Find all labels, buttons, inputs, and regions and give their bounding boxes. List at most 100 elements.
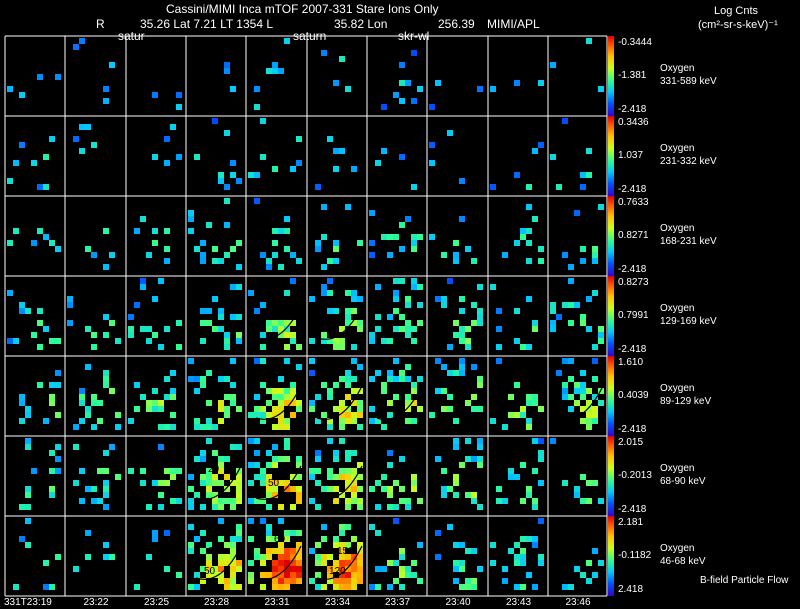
heatmap-pixel xyxy=(586,326,592,332)
heatmap-pixel xyxy=(327,388,333,394)
heatmap-pixel xyxy=(586,172,592,178)
heatmap-pixel xyxy=(399,486,405,492)
heatmap-pixel xyxy=(260,518,266,524)
heatmap-pixel xyxy=(206,572,212,578)
heatmap-pixel xyxy=(465,456,471,462)
heatmap-pixel xyxy=(459,584,465,590)
heatmap-pixel xyxy=(43,154,49,160)
heatmap-pixel xyxy=(333,382,339,388)
position-readout: 35.26 Lat 7.21 LT 1354 L xyxy=(140,17,274,31)
heatmap-pixel xyxy=(514,474,520,480)
heatmap-pixel xyxy=(200,456,206,462)
heatmap-pixel xyxy=(115,474,121,480)
heatmap-pixel xyxy=(212,474,218,480)
heatmap-pixel xyxy=(315,542,321,548)
heatmap-pixel xyxy=(212,480,218,486)
heatmap-pixel xyxy=(532,584,538,590)
heatmap-pixel xyxy=(580,474,586,480)
heatmap-pixel xyxy=(435,388,441,394)
heatmap-pixel xyxy=(477,566,483,572)
species-label: Oxygen 331-589 keV xyxy=(660,62,717,88)
heatmap-pixel xyxy=(520,344,526,350)
heatmap-pixel xyxy=(200,504,206,510)
heatmap-pixel xyxy=(387,504,393,510)
heatmap-pixel xyxy=(290,474,296,480)
heatmap-pixel xyxy=(73,136,79,142)
species-name: Oxygen xyxy=(660,383,695,394)
heatmap-pixel xyxy=(598,400,604,406)
heatmap-pixel xyxy=(496,358,502,364)
heatmap-pixel xyxy=(140,216,146,222)
heatmap-pixel xyxy=(236,284,242,290)
heatmap-pixel xyxy=(13,160,19,166)
heatmap-pixel xyxy=(248,438,254,444)
heatmap-pixel xyxy=(381,388,387,394)
heatmap-pixel xyxy=(7,86,13,92)
heatmap-pixel xyxy=(399,498,405,504)
heatmap-pixel xyxy=(550,326,556,332)
units-line2: (cm²-sr-s-keV)⁻¹ xyxy=(698,19,778,31)
colorbar-1 xyxy=(608,36,614,116)
heatmap-pixel xyxy=(278,480,284,486)
heatmap-pixel xyxy=(399,584,405,590)
heatmap-pixel xyxy=(375,480,381,486)
chart-title: Cassini/MIMI Inca mTOF 2007-331 Stare Io… xyxy=(166,2,439,16)
heatmap-pixel xyxy=(502,252,508,258)
heatmap-pixel xyxy=(164,376,170,382)
colorbar-min: -2.418 xyxy=(618,424,647,435)
heatmap-pixel xyxy=(140,468,146,474)
heatmap-pixel xyxy=(272,62,278,68)
heatmap-pixel xyxy=(224,394,230,400)
heatmap-pixel xyxy=(91,252,97,258)
heatmap-pixel xyxy=(296,400,302,406)
heatmap-pixel xyxy=(272,560,278,566)
heatmap-pixel xyxy=(103,228,109,234)
heatmap-pixel xyxy=(417,284,423,290)
heatmap-pixel xyxy=(206,480,212,486)
heatmap-pixel xyxy=(218,578,224,584)
heatmap-pixel xyxy=(351,486,357,492)
heatmap-pixel xyxy=(158,406,164,412)
heatmap-pixel xyxy=(399,326,405,332)
heatmap-pixel xyxy=(91,332,97,338)
heatmap-pixel xyxy=(218,480,224,486)
heatmap-pixel xyxy=(266,412,272,418)
heatmap-pixel xyxy=(315,480,321,486)
heatmap-pixel xyxy=(43,326,49,332)
heatmap-pixel xyxy=(471,406,477,412)
heatmap-pixel xyxy=(236,480,242,486)
heatmap-pixel xyxy=(339,524,345,530)
heatmap-pixel xyxy=(592,358,598,364)
heatmap-pixel xyxy=(218,504,224,510)
heatmap-pixel xyxy=(278,578,284,584)
heatmap-pixel xyxy=(272,326,278,332)
heatmap-pixel xyxy=(272,480,278,486)
heatmap-pixel xyxy=(459,462,465,468)
heatmap-pixel xyxy=(146,326,152,332)
heatmap-pixel xyxy=(405,566,411,572)
heatmap-pixel xyxy=(399,62,405,68)
heatmap-pixel xyxy=(459,308,465,314)
heatmap-pixel xyxy=(236,492,242,498)
heatmap-pixel xyxy=(212,246,218,252)
heatmap-pixel xyxy=(146,252,152,258)
heatmap-pixel xyxy=(79,498,85,504)
heatmap-pixel xyxy=(278,504,284,510)
heatmap-pixel xyxy=(37,320,43,326)
heatmap-pixel xyxy=(339,530,345,536)
heatmap-pixel xyxy=(526,572,532,578)
heatmap-pixel xyxy=(399,456,405,462)
heatmap-pixel xyxy=(224,344,230,350)
heatmap-pixel xyxy=(128,468,134,474)
heatmap-pixel xyxy=(224,338,230,344)
heatmap-pixel xyxy=(327,474,333,480)
heatmap-pixel xyxy=(170,370,176,376)
heatmap-pixel xyxy=(152,406,158,412)
units-line1: Log Cnts xyxy=(714,5,759,17)
heatmap-pixel xyxy=(568,376,574,382)
heatmap-pixel xyxy=(49,450,55,456)
heatmap-pixel xyxy=(200,252,206,258)
heatmap-pixel xyxy=(580,572,586,578)
heatmap-pixel xyxy=(369,524,375,530)
heatmap-pixel xyxy=(266,326,272,332)
